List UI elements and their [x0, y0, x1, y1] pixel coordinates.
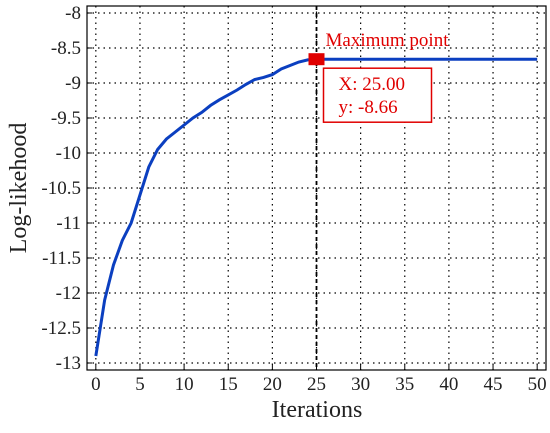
y-tick-label: -10.5 [41, 178, 81, 199]
x-tick-label: 35 [395, 374, 414, 395]
x-tick-label: 30 [351, 374, 370, 395]
annotation-box [322, 67, 433, 123]
max-point-marker [308, 53, 325, 66]
y-axis-label: Log-likehood [6, 123, 32, 254]
y-tick-label: -9 [65, 73, 81, 94]
x-tick-label: 45 [484, 374, 503, 395]
x-tick-label: 5 [135, 374, 145, 395]
x-tick-label: 20 [263, 374, 282, 395]
y-tick-label: -9.5 [51, 108, 81, 129]
x-tick-label: 50 [528, 374, 547, 395]
x-tick-label: 40 [439, 374, 458, 395]
annotation-y: y: -8.66 [339, 97, 398, 118]
x-tick-label: 25 [307, 374, 326, 395]
y-tick-label: -8 [65, 3, 81, 24]
y-tick-label: -12 [56, 283, 81, 304]
annotation-x: X: 25.00 [339, 74, 406, 95]
x-tick-label: 15 [219, 374, 238, 395]
x-tick-label: 0 [91, 374, 101, 395]
y-tick-label: -8.5 [51, 38, 81, 59]
y-tick-label: -11 [56, 213, 81, 234]
line [94, 57, 538, 357]
y-tick-label: -12.5 [41, 318, 81, 339]
y-tick-label: -10 [56, 143, 81, 164]
annotation-title: Maximum point [326, 30, 450, 51]
y-tick-label: -13 [56, 353, 81, 374]
x-tick-label: 10 [175, 374, 194, 395]
x-axis-label: Iterations [272, 397, 363, 423]
y-tick-label: -11.5 [42, 248, 81, 269]
